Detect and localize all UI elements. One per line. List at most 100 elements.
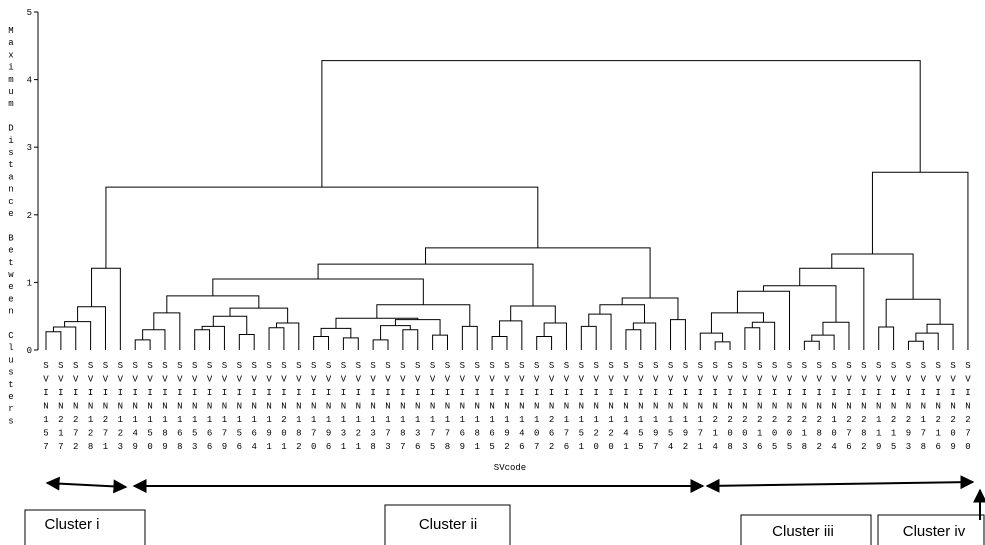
character: S bbox=[712, 361, 717, 371]
character: 7 bbox=[921, 429, 926, 439]
character: 9 bbox=[876, 442, 881, 452]
character: S bbox=[668, 361, 673, 371]
character: S bbox=[430, 361, 435, 371]
character: 1 bbox=[266, 442, 271, 452]
character: V bbox=[802, 375, 808, 385]
character: 6 bbox=[415, 442, 420, 452]
character: N bbox=[296, 402, 301, 412]
character: 2 bbox=[549, 442, 554, 452]
character: 1 bbox=[356, 415, 361, 425]
character: 9 bbox=[504, 429, 509, 439]
character: S bbox=[400, 361, 405, 371]
character: 8 bbox=[921, 442, 926, 452]
character: c bbox=[8, 197, 13, 207]
character: V bbox=[787, 375, 793, 385]
character: I bbox=[638, 388, 643, 398]
character: V bbox=[965, 375, 971, 385]
character: 1 bbox=[251, 415, 256, 425]
character: r bbox=[8, 404, 13, 414]
character: S bbox=[237, 361, 242, 371]
character: I bbox=[876, 388, 881, 398]
character: V bbox=[415, 375, 421, 385]
character: 1 bbox=[475, 415, 480, 425]
character: N bbox=[935, 402, 940, 412]
character: V bbox=[579, 375, 585, 385]
character: S bbox=[341, 361, 346, 371]
character: S bbox=[266, 361, 271, 371]
character: S bbox=[162, 361, 167, 371]
character: V bbox=[43, 375, 49, 385]
character: 1 bbox=[103, 442, 108, 452]
character: 6 bbox=[757, 442, 762, 452]
character: 7 bbox=[653, 442, 658, 452]
character: I bbox=[623, 388, 628, 398]
character: 1 bbox=[207, 415, 212, 425]
character: N bbox=[266, 402, 271, 412]
character: 2 bbox=[742, 415, 747, 425]
character: N bbox=[385, 402, 390, 412]
character: 0 bbox=[965, 442, 970, 452]
character: N bbox=[58, 402, 63, 412]
character: I bbox=[73, 388, 78, 398]
character: i bbox=[8, 136, 13, 146]
character: 1 bbox=[400, 415, 405, 425]
character: 2 bbox=[817, 442, 822, 452]
character: S bbox=[415, 361, 420, 371]
character: 6 bbox=[326, 442, 331, 452]
character: I bbox=[861, 388, 866, 398]
character: I bbox=[133, 388, 138, 398]
character: 3 bbox=[341, 429, 346, 439]
character: 1 bbox=[623, 442, 628, 452]
character: 1 bbox=[653, 415, 658, 425]
character: e bbox=[8, 282, 13, 292]
character: N bbox=[460, 402, 465, 412]
character: I bbox=[742, 388, 747, 398]
cluster-label: Cluster i bbox=[44, 516, 99, 533]
character: 1 bbox=[698, 442, 703, 452]
character: N bbox=[504, 402, 509, 412]
character: N bbox=[891, 402, 896, 412]
character: N bbox=[341, 402, 346, 412]
character: I bbox=[489, 388, 494, 398]
character: 2 bbox=[965, 415, 970, 425]
character: I bbox=[237, 388, 242, 398]
character: 4 bbox=[668, 442, 673, 452]
character: 1 bbox=[757, 429, 762, 439]
character: 7 bbox=[58, 442, 63, 452]
character: V bbox=[162, 375, 168, 385]
character: I bbox=[712, 388, 717, 398]
character: N bbox=[237, 402, 242, 412]
character: V bbox=[861, 375, 867, 385]
character: e bbox=[8, 209, 13, 219]
character: N bbox=[162, 402, 167, 412]
character: 6 bbox=[935, 442, 940, 452]
character: 5 bbox=[668, 429, 673, 439]
character: V bbox=[475, 375, 481, 385]
character: 8 bbox=[400, 429, 405, 439]
character: V bbox=[237, 375, 243, 385]
character: M bbox=[8, 26, 13, 36]
character: S bbox=[802, 361, 807, 371]
character: 9 bbox=[653, 429, 658, 439]
character: S bbox=[475, 361, 480, 371]
character: 1 bbox=[341, 415, 346, 425]
character: I bbox=[564, 388, 569, 398]
character: I bbox=[430, 388, 435, 398]
character: 2 bbox=[757, 415, 762, 425]
character: S bbox=[489, 361, 494, 371]
character: 1 bbox=[266, 415, 271, 425]
character: V bbox=[742, 375, 748, 385]
character bbox=[8, 111, 13, 121]
character: N bbox=[683, 402, 688, 412]
character: S bbox=[638, 361, 643, 371]
character: 5 bbox=[787, 442, 792, 452]
character: I bbox=[593, 388, 598, 398]
